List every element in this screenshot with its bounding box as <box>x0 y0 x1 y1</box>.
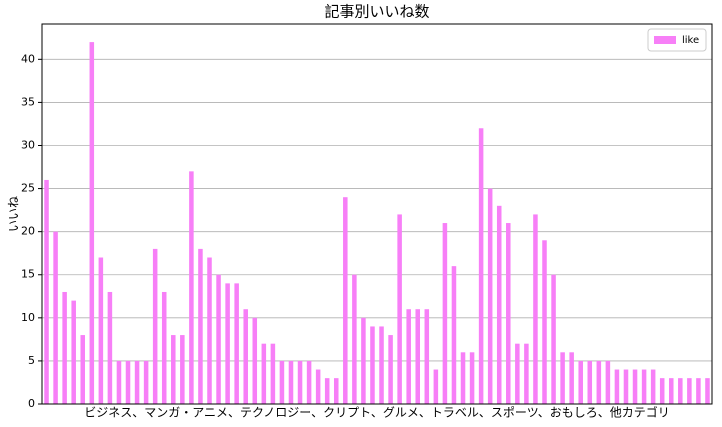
bar <box>234 283 239 404</box>
legend-box <box>647 28 707 52</box>
y-tick-label: 5 <box>28 354 35 367</box>
bar <box>506 223 511 404</box>
bar <box>551 274 556 404</box>
bar <box>650 369 656 404</box>
bar <box>324 378 330 404</box>
bar <box>623 369 629 404</box>
y-tick-label: 35 <box>21 95 35 108</box>
bar <box>333 378 339 404</box>
bar <box>542 240 547 404</box>
bar <box>460 352 466 404</box>
y-tick-label: 40 <box>21 52 35 65</box>
bar <box>415 309 421 404</box>
bar <box>397 214 402 404</box>
bar <box>379 326 384 404</box>
bar <box>98 257 104 404</box>
bar <box>53 231 58 404</box>
bar <box>569 352 574 404</box>
y-tick-label: 15 <box>21 268 35 281</box>
y-tick-label: 10 <box>21 311 35 324</box>
bar <box>705 378 710 404</box>
bar <box>433 369 439 404</box>
bar <box>343 197 348 404</box>
bar <box>89 42 95 404</box>
bar <box>478 128 484 404</box>
bar <box>261 343 267 404</box>
bar <box>496 205 502 404</box>
bar <box>198 248 203 404</box>
bar <box>252 317 258 404</box>
bar <box>107 291 113 404</box>
bar <box>116 360 122 404</box>
bar <box>668 378 674 404</box>
y-tick-label: 25 <box>21 182 35 195</box>
bar <box>406 309 411 404</box>
bar <box>71 300 76 404</box>
bar <box>587 360 593 404</box>
bar <box>469 352 475 404</box>
bar <box>678 378 683 404</box>
x-axis-label: ビジネス、マンガ・アニメ、テクノロジー、クリプト、グルメ、トラベル、スポーツ、お… <box>84 405 670 420</box>
bar <box>524 343 529 404</box>
bar <box>134 360 140 404</box>
y-tick-label: 20 <box>21 225 35 238</box>
bar <box>605 360 611 404</box>
bar <box>189 171 194 404</box>
bar <box>143 360 149 404</box>
y-axis-label: いいね <box>7 196 21 232</box>
bar <box>279 360 285 404</box>
bar <box>687 378 692 404</box>
bar <box>596 360 602 404</box>
bar <box>370 326 375 404</box>
bar <box>578 360 583 404</box>
bar <box>641 369 647 404</box>
bar <box>180 335 185 404</box>
bar <box>288 360 294 404</box>
bar <box>632 369 638 404</box>
bar <box>533 214 538 404</box>
bar <box>44 179 49 404</box>
bar <box>161 291 167 404</box>
legend-label: like <box>682 35 699 46</box>
bar <box>442 223 448 404</box>
bar <box>515 343 520 404</box>
bar <box>243 309 248 404</box>
bar <box>315 369 321 404</box>
bar <box>388 335 393 404</box>
bar <box>306 360 312 404</box>
bar <box>152 248 158 404</box>
bar <box>424 309 430 404</box>
bar <box>80 335 86 404</box>
bar <box>696 378 701 404</box>
bar <box>487 188 493 404</box>
bar <box>125 360 131 404</box>
bar <box>352 274 357 404</box>
bar <box>297 360 303 404</box>
legend-swatch <box>654 36 676 44</box>
bar <box>62 291 67 404</box>
y-tick-label: 0 <box>28 397 35 410</box>
bar <box>207 257 212 404</box>
bar <box>216 274 221 404</box>
bar <box>614 369 620 404</box>
y-tick-label: 30 <box>21 138 35 151</box>
bar <box>659 378 665 404</box>
chart-title: 記事別いいね数 <box>324 3 429 21</box>
bar <box>171 335 176 404</box>
bar <box>560 352 565 404</box>
bar <box>225 283 230 404</box>
plot-frame <box>41 23 713 405</box>
bar <box>361 317 366 404</box>
bar <box>451 266 457 404</box>
bar <box>270 343 276 404</box>
